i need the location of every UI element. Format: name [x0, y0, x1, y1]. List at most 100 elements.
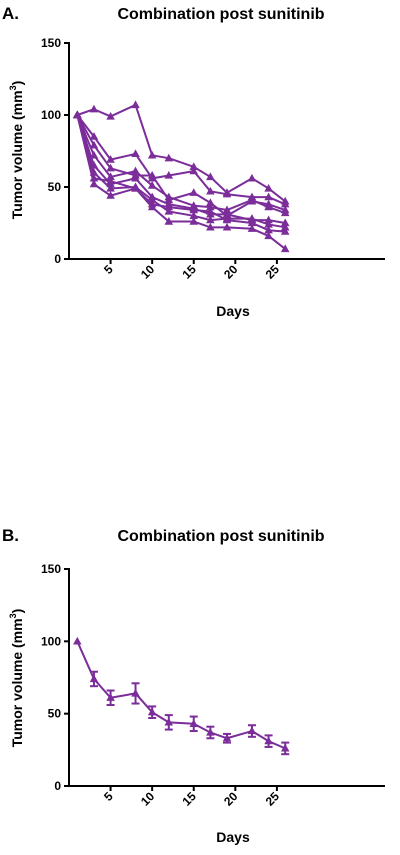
panel-b-data-point	[264, 736, 273, 745]
panel-a-data-point	[131, 100, 140, 109]
panel-b-data-point	[147, 707, 157, 716]
panel-a-data-point	[106, 176, 115, 185]
panel-a-data-point	[164, 202, 174, 211]
panel-b-y-tick-label: 100	[41, 634, 61, 648]
panel-a-data-point	[189, 166, 199, 175]
panel-b-y-tick-label: 50	[48, 707, 62, 721]
panel-a-data-point	[89, 132, 99, 140]
panel-a-data-point	[206, 222, 215, 231]
panel-a-data-point	[189, 217, 199, 225]
panel-a-data-point	[147, 150, 157, 159]
panel-b-x-tick-label: 25	[263, 789, 283, 809]
panel-a-x-tick-label: 20	[221, 262, 241, 282]
panel-a-data-point	[280, 218, 290, 227]
panel-a-y-tick-label: 0	[54, 252, 61, 266]
panel-a-data-point	[280, 244, 290, 253]
panel-b-x-tick-label: 15	[180, 789, 200, 809]
panel-a-data-point	[222, 222, 232, 231]
panel-a-data-point	[206, 206, 215, 215]
panel-a-data-point	[280, 199, 290, 208]
panel-a-data-point	[147, 170, 157, 179]
panel-a-data-point	[264, 192, 273, 201]
panel-a-data-point	[131, 173, 140, 182]
panel-a-data-point	[73, 110, 82, 119]
panel-a-ticks: 0 50 100 150 5 10 15 20 25	[41, 36, 282, 282]
panel-a-label: A.	[2, 4, 19, 23]
panel-b-ticks: 0 50 100 150 5 10 15 20 25	[41, 562, 282, 809]
panel-a-x-tick-label: 25	[263, 262, 283, 282]
panel-a-data-point	[106, 155, 115, 163]
panel-a-data-point	[89, 140, 99, 149]
panel-a-data-point	[206, 198, 215, 206]
panel-b-y-axis-title-sup: 3	[8, 613, 18, 618]
panel-a-data-point	[106, 183, 115, 192]
panel-b-x-tick-label: 10	[138, 789, 158, 809]
panel-a-data-point	[147, 181, 157, 189]
panel-a-data-point	[164, 217, 174, 225]
panel-a-data-point	[164, 153, 174, 162]
panel-a-y-tick-label: 150	[41, 36, 61, 50]
panel-a-data-point	[164, 206, 174, 215]
panel-a-data-point	[189, 211, 199, 219]
panel-a-x-tick-label: 10	[138, 262, 158, 282]
panel-a-data-point	[264, 202, 273, 211]
panel-a-data-point	[89, 179, 99, 188]
panel-b-data-point	[222, 733, 232, 742]
panel-a-plot-area	[73, 100, 290, 253]
panel-a-y-axis-title-end: )	[9, 81, 25, 86]
panel-b-title: Combination post sunitinib	[117, 528, 324, 545]
panel-a-y-tick-label: 50	[48, 180, 62, 194]
panel-b-data-point	[89, 674, 99, 683]
panel-a-title: Combination post sunitinib	[117, 6, 324, 23]
panel-a-data-point	[222, 209, 232, 218]
panel-a-data-point	[280, 208, 290, 217]
panel-a-data-point	[131, 166, 140, 175]
panel-a-data-point	[147, 202, 157, 211]
panel-b-plot-area	[73, 636, 290, 756]
panel-b-y-axis-title: Tumor volume (mm3)	[8, 609, 25, 748]
panel-a-y-axis-title: Tumor volume (mm3)	[8, 81, 25, 220]
panel-a-data-point	[247, 195, 257, 204]
panel-a-data-point	[89, 104, 99, 113]
panel-b-data-point	[131, 688, 140, 697]
panel-a-data-point	[131, 183, 140, 192]
panel-a-data-point	[264, 215, 273, 224]
panel-a-data-point	[222, 189, 232, 198]
panel-a-data-point	[206, 186, 215, 195]
panel-a-data-point	[131, 149, 140, 158]
panel-a-data-point	[106, 111, 115, 120]
panel-b-x-axis-title: Days	[216, 829, 250, 845]
panel-a-data-point	[280, 227, 290, 235]
panel-a-data-point	[222, 215, 232, 224]
panel-a-x-tick-label: 15	[180, 262, 200, 282]
panel-a-data-point	[206, 172, 215, 181]
panel-a-y-axis-title-sup: 3	[8, 85, 18, 90]
panel-a-data-point	[247, 218, 257, 227]
panel-a-data-point	[106, 163, 115, 172]
panel-a-data-point	[189, 162, 199, 170]
panel-a-data-point	[106, 172, 115, 181]
panel-a-data-point	[106, 191, 115, 199]
panel-a-data-point	[280, 222, 290, 231]
panel-b-label: B.	[2, 526, 19, 545]
panel-a-data-point	[247, 224, 257, 232]
panel-b-data-point	[106, 693, 115, 701]
panel-a-y-axis-title-main: Tumor volume (mm	[9, 90, 25, 219]
panel-a-x-tick-label: 5	[101, 262, 116, 277]
panel-a-data-point	[206, 202, 215, 211]
panel-b-y-tick-label: 0	[54, 779, 61, 793]
panel-b-data-point	[189, 719, 199, 727]
panel-a-data-point	[206, 215, 215, 224]
panel-a-data-point	[264, 231, 273, 240]
panel-b-x-tick-label: 20	[221, 789, 241, 809]
panel-a-data-point	[164, 192, 174, 201]
panel-a-data-point	[189, 188, 199, 196]
panel-b-data-point	[73, 636, 82, 645]
panel-a-data-point	[247, 173, 257, 182]
panel-b-chart: B. Combination post sunitinib Tumor volu…	[2, 526, 385, 845]
panel-a-data-point	[264, 225, 273, 234]
panel-a-series-line	[76, 114, 286, 206]
panel-b-data-point	[247, 726, 257, 735]
panel-a-data-point	[89, 173, 99, 182]
